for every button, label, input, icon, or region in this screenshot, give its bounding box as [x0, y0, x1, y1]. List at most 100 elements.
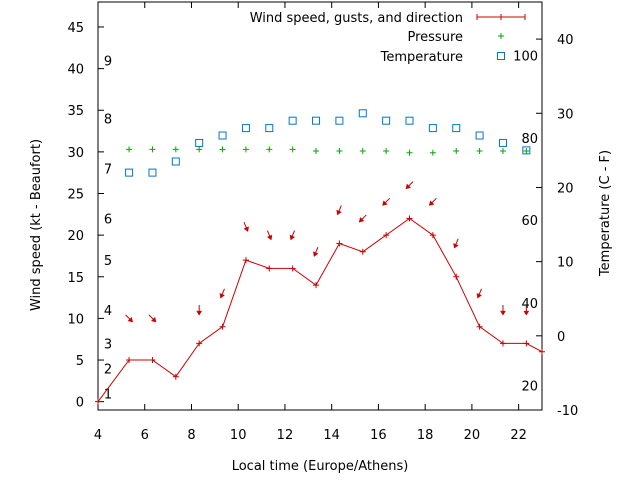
wind-direction-arrow — [500, 305, 506, 316]
temperature-point — [498, 138, 507, 147]
y-left-tick-label: 15 — [67, 271, 84, 286]
pressure-point — [196, 146, 203, 153]
pressure-point — [383, 148, 390, 155]
beaufort-label: 7 — [104, 163, 112, 178]
temperature-point — [312, 116, 321, 125]
pressure-point — [359, 148, 366, 155]
temperature-point — [522, 146, 531, 155]
x-tick-label: 4 — [94, 428, 102, 443]
wind-speed-point — [476, 323, 483, 330]
wind-direction-arrow — [382, 197, 391, 206]
legend-label-pressure: Pressure — [407, 30, 463, 45]
x-tick-label: 14 — [323, 428, 340, 443]
wind-arrow-head — [196, 310, 203, 316]
x-axis-label: Local time (Europe/Athens) — [232, 459, 409, 474]
wind-arrow-head — [243, 226, 249, 232]
plot-frame: 4 6 8 10 12 14 16 18 20 22051015202530354045-1001… — [67, 1, 578, 443]
fahrenheit-label: 20 — [521, 380, 538, 395]
beaufort-label: 3 — [104, 337, 112, 352]
wind-arrow-head — [219, 292, 225, 299]
fahrenheit-label: 80 — [521, 132, 538, 147]
wind-direction-arrow — [243, 222, 249, 232]
temperature-point — [405, 116, 414, 125]
legend-symbols — [476, 14, 526, 60]
wind-speed-line — [97, 217, 543, 402]
x-tick-label: 18 — [417, 428, 434, 443]
wind-direction-arrow — [405, 181, 414, 190]
temperature-point — [171, 157, 180, 166]
fahrenheit-label: 100 — [513, 49, 538, 64]
wind-speed-point — [289, 265, 296, 272]
x-tick-label: 10 — [230, 428, 247, 443]
plot-border — [97, 1, 543, 411]
legend-symbol-temperature — [497, 52, 505, 60]
pressure-point — [126, 146, 133, 153]
wind-arrow-head — [266, 234, 273, 241]
y-right-tick-label: 20 — [557, 181, 574, 196]
x-tick-label: 12 — [277, 428, 294, 443]
y-left-tick-label: 45 — [67, 21, 84, 36]
x-tick-label: 16 — [370, 428, 387, 443]
beaufort-label: 4 — [104, 304, 112, 319]
chart-marks — [95, 109, 545, 405]
legend: Wind speed, gusts, and direction Pressur… — [250, 11, 526, 65]
temperature-point — [288, 116, 297, 125]
temperature-point — [475, 131, 484, 140]
temperature-point — [148, 168, 157, 177]
temperature-point — [382, 116, 391, 125]
wind-arrow-head — [429, 200, 435, 206]
wind-speed-point — [196, 340, 203, 347]
pressure-point — [336, 148, 343, 155]
pressure-point — [476, 148, 483, 155]
x-tick-label: 20 — [464, 428, 481, 443]
y-left-tick-label: 20 — [67, 229, 84, 244]
wind-arrow-head — [382, 200, 388, 206]
y-right-tick-label: 30 — [557, 107, 574, 122]
wind-direction-arrow — [523, 305, 530, 316]
pressure-point — [242, 146, 249, 153]
beaufort-label: 5 — [104, 254, 112, 269]
pressure-point — [172, 146, 179, 153]
wind-direction-arrow — [219, 288, 225, 299]
wind-direction-arrow — [266, 230, 273, 241]
wind-speed-point — [219, 323, 226, 330]
fahrenheit-label: 40 — [521, 297, 538, 312]
wind-direction-arrow — [313, 246, 319, 257]
wind-arrow-head — [405, 183, 412, 190]
beaufort-label: 1 — [104, 387, 112, 402]
x-tick-label: 8 — [187, 428, 195, 443]
y-right-tick-label: 10 — [557, 256, 574, 271]
y-left-tick-label: 30 — [67, 146, 84, 161]
pressure-point — [266, 146, 273, 153]
wind-direction-arrow — [453, 238, 459, 249]
temperature-point — [335, 116, 344, 125]
temperature-point — [265, 124, 274, 133]
wind-speed-point — [313, 282, 320, 289]
pressure-point — [453, 148, 460, 155]
legend-symbol-wind-marker — [476, 14, 526, 20]
temperature-point — [452, 124, 461, 133]
wind-speed-point — [523, 340, 530, 347]
y-left-tick-label: 35 — [67, 104, 84, 119]
wind-direction-arrow — [289, 230, 296, 241]
wind-direction-arrow — [358, 214, 367, 223]
wind-arrow-head — [476, 292, 483, 299]
beaufort-label: 9 — [104, 54, 112, 69]
pressure-point — [406, 149, 413, 156]
legend-label-wind: Wind speed, gusts, and direction — [250, 11, 463, 26]
pressure-point — [523, 148, 530, 155]
wind-arrow-head — [313, 251, 319, 257]
wind-speed-point — [406, 215, 413, 222]
temperature-point — [241, 124, 250, 133]
pressure-point — [289, 146, 296, 153]
legend-symbol-pressure — [498, 33, 504, 39]
x-tick-label: 6 — [141, 428, 149, 443]
pressure-point — [499, 148, 506, 155]
y-right-tick-label: -10 — [557, 404, 578, 419]
legend-label-temperature: Temperature — [380, 50, 463, 65]
temperature-point — [125, 168, 134, 177]
wind-arrow-head — [336, 209, 342, 216]
wind-speed-point — [242, 257, 249, 264]
y-left-axis-label: Wind speed (kt - Beaufort) — [29, 139, 44, 311]
